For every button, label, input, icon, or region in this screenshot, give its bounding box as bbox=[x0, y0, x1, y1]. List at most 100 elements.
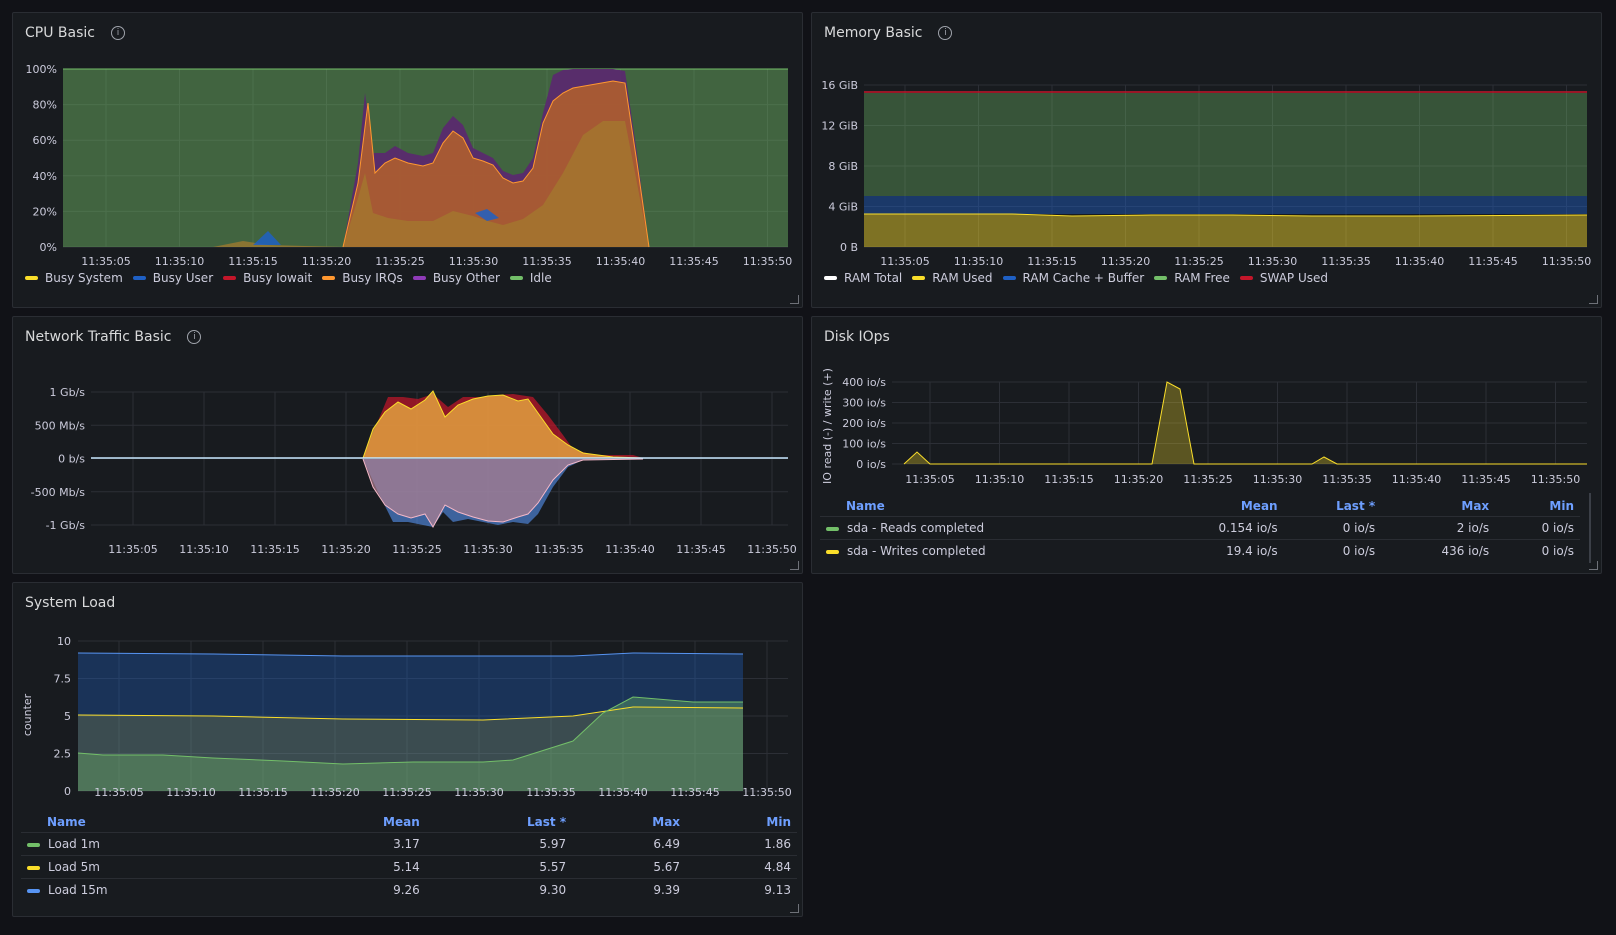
x-tick-label: 11:35:25 bbox=[375, 255, 424, 268]
mem-line-used bbox=[864, 213, 1588, 217]
series-name[interactable]: sda - Writes completed bbox=[820, 539, 1148, 562]
legend-swatch-icon bbox=[25, 276, 38, 280]
resize-handle-icon[interactable] bbox=[790, 904, 799, 913]
series-max: 2 io/s bbox=[1381, 516, 1496, 540]
disk-chart[interactable]: IO read (-) / write (+) 400 io/s 300 io/s… bbox=[812, 317, 1603, 497]
cpu-area-busy-user bbox=[253, 231, 281, 245]
x-tick-label: 11:35:45 bbox=[670, 786, 719, 799]
panel-title[interactable]: Memory Basic i bbox=[824, 25, 953, 41]
series-name[interactable]: Load 1m bbox=[21, 832, 287, 856]
legend-item[interactable]: Busy System bbox=[25, 271, 123, 285]
table-header-mean[interactable]: Mean bbox=[383, 815, 420, 829]
legend-item[interactable]: RAM Cache + Buffer bbox=[1002, 271, 1144, 285]
memory-chart[interactable]: 16 GiB 12 GiB 8 GiB 4 GiB 0 B 11:35:05 11:35:1… bbox=[812, 13, 1603, 309]
table-header-last[interactable]: Last * bbox=[527, 815, 567, 829]
legend-item[interactable]: SWAP Used bbox=[1239, 271, 1329, 285]
resize-handle-icon[interactable] bbox=[790, 561, 799, 570]
table-header-min[interactable]: Min bbox=[766, 815, 791, 829]
load-line-1m bbox=[77, 696, 743, 765]
legend-swatch-icon bbox=[1154, 276, 1168, 280]
scrollbar[interactable] bbox=[1589, 493, 1591, 563]
resize-handle-icon[interactable] bbox=[1589, 561, 1598, 570]
legend-item[interactable]: Idle bbox=[509, 271, 552, 285]
panel-title[interactable]: Disk IOps bbox=[824, 329, 890, 345]
legend-item[interactable]: Busy IRQs bbox=[322, 271, 403, 285]
cpu-area-busy-user-2 bbox=[475, 209, 499, 221]
x-tick-label: 11:35:10 bbox=[155, 255, 204, 268]
series-last: 5.97 bbox=[425, 832, 573, 856]
y-tick-label: 1 Gb/s bbox=[50, 386, 86, 399]
table-row[interactable]: Load 15m 9.26 9.30 9.39 9.13 bbox=[21, 878, 797, 901]
series-min: 1.86 bbox=[686, 832, 797, 856]
y-tick-label: 100% bbox=[26, 63, 57, 76]
series-name[interactable]: Load 15m bbox=[21, 878, 287, 901]
table-header-mean[interactable]: Mean bbox=[1240, 499, 1278, 513]
info-icon[interactable]: i bbox=[938, 26, 953, 40]
info-icon[interactable]: i bbox=[187, 330, 202, 344]
table-header-name[interactable]: Name bbox=[846, 499, 885, 513]
x-tick-label: 11:35:40 bbox=[1395, 255, 1444, 268]
y-tick-label: 200 io/s bbox=[842, 417, 886, 430]
y-tick-label: 2.5 bbox=[54, 748, 72, 761]
legend-item[interactable]: RAM Free bbox=[1154, 271, 1230, 285]
legend-label: RAM Free bbox=[1174, 271, 1230, 285]
network-traffic-panel: Network Traffic Basic i 1 Gb/s 500 Mb/s 0 b… bbox=[12, 316, 803, 574]
disk-title-text: Disk IOps bbox=[824, 329, 890, 345]
x-tick-label: 11:35:15 bbox=[1044, 473, 1093, 486]
load-chart[interactable]: counter 10 7.5 5 2.5 0 11:35:05 11:35:10 11:35:… bbox=[13, 583, 804, 813]
legend-label: Busy System bbox=[45, 271, 123, 285]
load-legend-table: Name Mean Last * Max Min Load 1m 3.17 5.97 6.49 1… bbox=[21, 813, 797, 901]
table-row[interactable]: sda - Reads completed 0.154 io/s 0 io/s 2 i… bbox=[820, 516, 1580, 540]
x-tick-label: 11:35:30 bbox=[449, 255, 498, 268]
cpu-basic-panel: CPU Basic i 100% 80% 60% 40% 20% 0% 11:35:05 11:… bbox=[12, 12, 803, 308]
disk-ylabel: IO read (-) / write (+) bbox=[821, 368, 834, 484]
table-header-max[interactable]: Max bbox=[1461, 499, 1490, 513]
mem-area-free bbox=[864, 93, 1587, 196]
x-tick-label: 11:35:15 bbox=[1027, 255, 1076, 268]
x-tick-label: 11:35:20 bbox=[321, 543, 370, 556]
legend-item[interactable]: Busy Other bbox=[412, 271, 500, 285]
y-tick-label: 4 GiB bbox=[828, 201, 858, 214]
net-area-tx bbox=[363, 459, 643, 527]
x-tick-label: 11:35:20 bbox=[310, 786, 359, 799]
x-tick-label: 11:35:10 bbox=[975, 473, 1024, 486]
panel-title[interactable]: System Load bbox=[25, 595, 115, 611]
panel-title[interactable]: Network Traffic Basic i bbox=[25, 329, 202, 345]
resize-handle-icon[interactable] bbox=[790, 295, 799, 304]
legend-label: Busy Other bbox=[432, 271, 500, 285]
table-row[interactable]: sda - Writes completed 19.4 io/s 0 io/s 436… bbox=[820, 539, 1580, 562]
series-last: 9.30 bbox=[425, 878, 573, 901]
legend-item[interactable]: Busy User bbox=[132, 271, 213, 285]
series-name[interactable]: Load 5m bbox=[21, 855, 287, 879]
series-label: Load 5m bbox=[48, 860, 100, 874]
legend-label: SWAP Used bbox=[1259, 271, 1329, 285]
load-title-text: System Load bbox=[25, 595, 116, 611]
system-load-panel: System Load counter 10 7.5 5 2.5 0 11:35:05 11… bbox=[12, 582, 803, 917]
x-tick-label: 11:35:40 bbox=[605, 543, 654, 556]
series-min: 9.13 bbox=[686, 878, 797, 901]
x-tick-label: 11:35:15 bbox=[250, 543, 299, 556]
legend-swatch-icon bbox=[912, 276, 926, 280]
cpu-chart[interactable]: 100% 80% 60% 40% 20% 0% 11:35:05 11:35:10 11:35:… bbox=[13, 13, 804, 309]
series-last: 0 io/s bbox=[1283, 539, 1382, 562]
panel-title[interactable]: CPU Basic i bbox=[25, 25, 125, 41]
x-tick-label: 11:35:30 bbox=[454, 786, 503, 799]
table-row[interactable]: Load 5m 5.14 5.57 5.67 4.84 bbox=[21, 855, 797, 879]
legend-item[interactable]: RAM Used bbox=[912, 271, 993, 285]
x-tick-label: 11:35:25 bbox=[382, 786, 431, 799]
table-header-max[interactable]: Max bbox=[652, 815, 681, 829]
load-area-1m bbox=[78, 697, 743, 791]
table-header-last[interactable]: Last * bbox=[1336, 499, 1376, 513]
table-row[interactable]: Load 1m 3.17 5.97 6.49 1.86 bbox=[21, 832, 797, 856]
legend-item[interactable]: RAM Total bbox=[824, 271, 902, 285]
table-header-name[interactable]: Name bbox=[47, 815, 86, 829]
network-chart[interactable]: 1 Gb/s 500 Mb/s 0 b/s -500 Mb/s -1 Gb/s 11:35… bbox=[13, 317, 804, 575]
table-header-min[interactable]: Min bbox=[1549, 499, 1574, 513]
legend-item[interactable]: Busy Iowait bbox=[223, 271, 312, 285]
y-tick-label: -500 Mb/s bbox=[31, 486, 86, 499]
info-icon[interactable]: i bbox=[110, 26, 125, 40]
series-name[interactable]: sda - Reads completed bbox=[820, 516, 1148, 540]
legend-swatch-icon bbox=[132, 276, 146, 280]
resize-handle-icon[interactable] bbox=[1589, 295, 1598, 304]
